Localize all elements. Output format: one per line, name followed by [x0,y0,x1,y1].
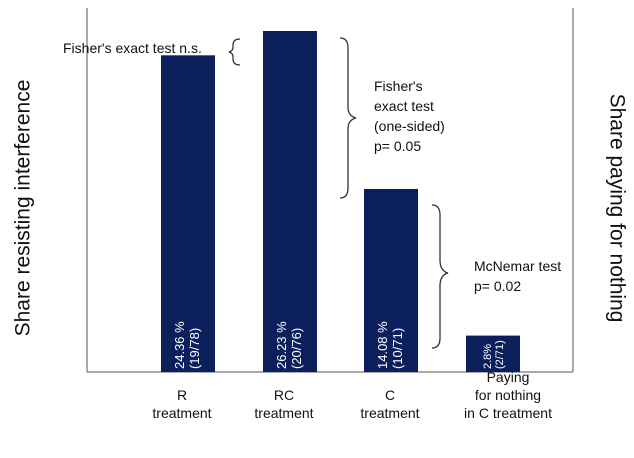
brace-fisher-ns [228,38,241,66]
bar-label-r: 24.36 %(19/78) [172,321,202,369]
bar-label-rc: 26.23 %(20/76) [274,321,304,369]
bar-label-paying: 2.8%(2/71) [482,340,506,369]
brace-fisher-one-sided [339,37,357,199]
bar-rc [263,31,317,372]
annotation-fisher-ns: Fisher's exact test n.s. [63,40,202,56]
annotation-fisher-one-sided: Fisher's exact test (one-sided) p= 0.05 [374,78,445,154]
x-tick-label-r: R treatment [152,387,212,421]
bar-label-c: 14.08 %(10/71) [375,321,405,369]
y-axis-label-left: Share resisting interference [10,79,34,337]
bar-r [161,55,215,372]
brace-mcnemar [431,204,449,349]
x-tick-label-c: C treatment [360,387,420,421]
y-axis-label-right: Share paying for nothing [604,93,628,323]
bar-paying [466,335,520,372]
annotation-mcnemar: McNemar test p= 0.02 [474,258,562,294]
bar-c [364,188,418,372]
x-tick-label-paying: Paying for nothing in C treatment [464,369,552,421]
x-tick-label-rc: RC treatment [254,387,314,421]
